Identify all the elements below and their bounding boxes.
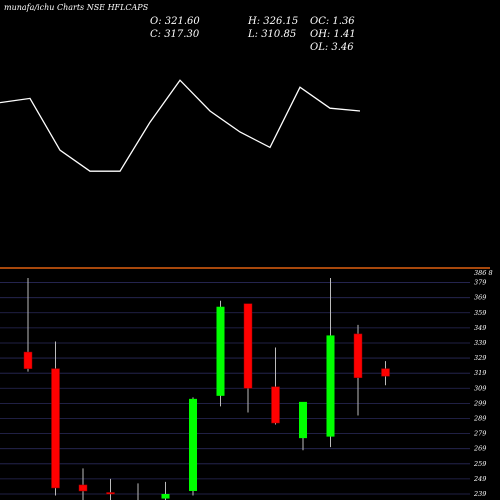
candle-body-up	[189, 398, 197, 491]
candle-body-down	[381, 368, 390, 377]
candle-body-down	[353, 333, 363, 378]
candle-body-down	[78, 484, 88, 492]
close-value: C: 317.30	[150, 29, 200, 40]
candle-body-up	[326, 335, 335, 437]
ol-value: OL: 3.46	[310, 42, 354, 53]
price-axis: 239 249 259 269 279 289 299 309 319 329 339 349 359 3…	[473, 269, 493, 498]
y-tick-label: 359	[474, 309, 486, 317]
line-panel	[0, 79, 361, 172]
y-tick-label: 379	[474, 279, 486, 287]
y-tick-label: 369	[474, 294, 486, 302]
y-tick-label: 309	[474, 384, 486, 392]
low-value: L: 310.85	[247, 29, 296, 40]
y-tick-label: 319	[474, 369, 486, 377]
y-tick-label-top: 386 8	[474, 269, 493, 277]
candle-body-up	[299, 401, 307, 439]
candle-body-down	[271, 386, 280, 424]
oc-value: OC: 1.36	[310, 16, 355, 27]
y-tick-label: 269	[473, 445, 486, 453]
y-tick-label: 239	[473, 490, 486, 498]
candle-body-down	[243, 303, 253, 389]
candle-body-down	[51, 368, 60, 489]
chart-title: munafa/ichu Charts NSE HFLCAPS	[4, 3, 149, 12]
y-tick-label: 339	[474, 339, 486, 347]
y-tick-label: 299	[473, 399, 486, 407]
candle-body-up	[216, 306, 225, 396]
candle-body-up	[161, 494, 170, 499]
candle-body-down	[106, 492, 115, 495]
y-tick-label: 279	[473, 430, 486, 438]
open-value: O: 321.60	[150, 16, 200, 27]
high-value: H: 326.15	[247, 16, 298, 27]
y-tick-label: 329	[474, 354, 486, 362]
y-tick-label: 259	[473, 460, 486, 468]
y-tick-label: 349	[474, 324, 486, 332]
y-tick-label: 249	[473, 475, 486, 483]
price-grid	[0, 282, 470, 495]
candle-body-down	[23, 351, 33, 369]
candlestick-panel	[23, 278, 390, 500]
y-tick-label: 289	[473, 414, 486, 422]
oh-value: OH: 1.41	[310, 29, 356, 40]
